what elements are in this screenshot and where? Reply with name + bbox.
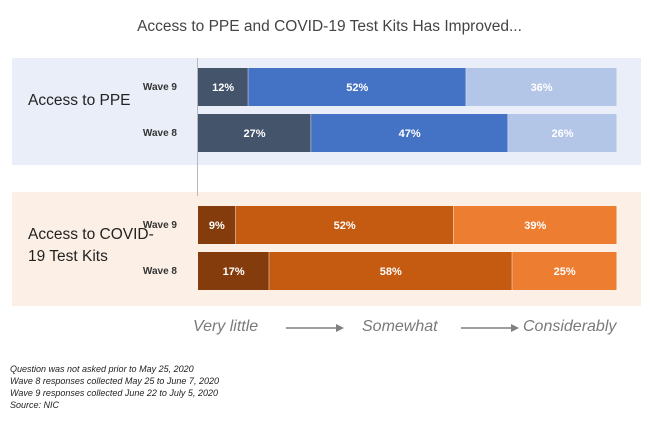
scale-arrow-2 bbox=[461, 324, 519, 332]
row-label-ppe-wave9: Wave 9 bbox=[142, 82, 177, 93]
scale-label-considerably: Considerably bbox=[523, 318, 617, 335]
row-label-kits-wave8: Wave 8 bbox=[142, 266, 177, 277]
bar-segment-g1-r1-considerably bbox=[512, 252, 617, 290]
bar-segment-g1-r1-very-little bbox=[198, 252, 269, 290]
bar-segment-g1-r0-somewhat bbox=[235, 206, 454, 244]
bar-segment-g1-r1-somewhat bbox=[269, 252, 512, 290]
footnotes: Question was not asked prior to May 25, … bbox=[10, 363, 219, 411]
bar-axis-line bbox=[197, 58, 198, 196]
footnote-line: Source: NIC bbox=[10, 400, 60, 410]
data-label-g0-r1-somewhat: 47% bbox=[399, 128, 421, 140]
bar-segment-g0-r1-somewhat bbox=[311, 114, 508, 152]
bar-segment-g1-r0-very-little bbox=[198, 206, 236, 244]
data-label-g1-r1-somewhat: 58% bbox=[380, 266, 402, 278]
data-label-g0-r1-very-little: 27% bbox=[244, 128, 266, 140]
chart-title: Access to PPE and COVID-19 Test Kits Has… bbox=[137, 18, 522, 35]
data-label-g1-r0-very-little: 9% bbox=[209, 220, 225, 232]
group-label-test-kits: Access to COVID-19 Test Kits bbox=[28, 226, 154, 265]
data-label-g0-r0-considerably: 36% bbox=[531, 82, 553, 94]
footnote-line: Wave 9 responses collected June 22 to Ju… bbox=[10, 388, 218, 398]
data-label-g0-r0-somewhat: 52% bbox=[346, 82, 368, 94]
data-label-g1-r0-considerably: 39% bbox=[524, 220, 546, 232]
data-label-g1-r1-very-little: 17% bbox=[223, 266, 245, 278]
row-label-kits-wave9: Wave 9 bbox=[142, 220, 177, 231]
bar-segment-g0-r0-very-little bbox=[198, 68, 248, 106]
bar-segment-g0-r0-considerably bbox=[466, 68, 617, 106]
data-label-g1-r1-considerably: 25% bbox=[554, 266, 576, 278]
footnote-line: Question was not asked prior to May 25, … bbox=[10, 364, 194, 374]
data-label-g1-r0-somewhat: 52% bbox=[334, 220, 356, 232]
data-label-g0-r1-considerably: 26% bbox=[552, 128, 574, 140]
row-label-ppe-wave8: Wave 8 bbox=[142, 128, 177, 139]
footnote-line: Wave 8 responses collected May 25 to Jun… bbox=[10, 376, 219, 386]
scale-label-somewhat: Somewhat bbox=[362, 318, 438, 335]
bar-segment-g0-r0-somewhat bbox=[248, 68, 466, 106]
scale-arrow-1 bbox=[286, 324, 344, 332]
data-label-g0-r0-very-little: 12% bbox=[212, 82, 234, 94]
bar-segment-g0-r1-considerably bbox=[508, 114, 617, 152]
group-label-ppe: Access to PPE bbox=[28, 92, 131, 109]
bar-segment-g0-r1-very-little bbox=[198, 114, 311, 152]
bar-segment-g1-r0-considerably bbox=[453, 206, 617, 244]
scale-label-very-little: Very little bbox=[193, 318, 259, 335]
